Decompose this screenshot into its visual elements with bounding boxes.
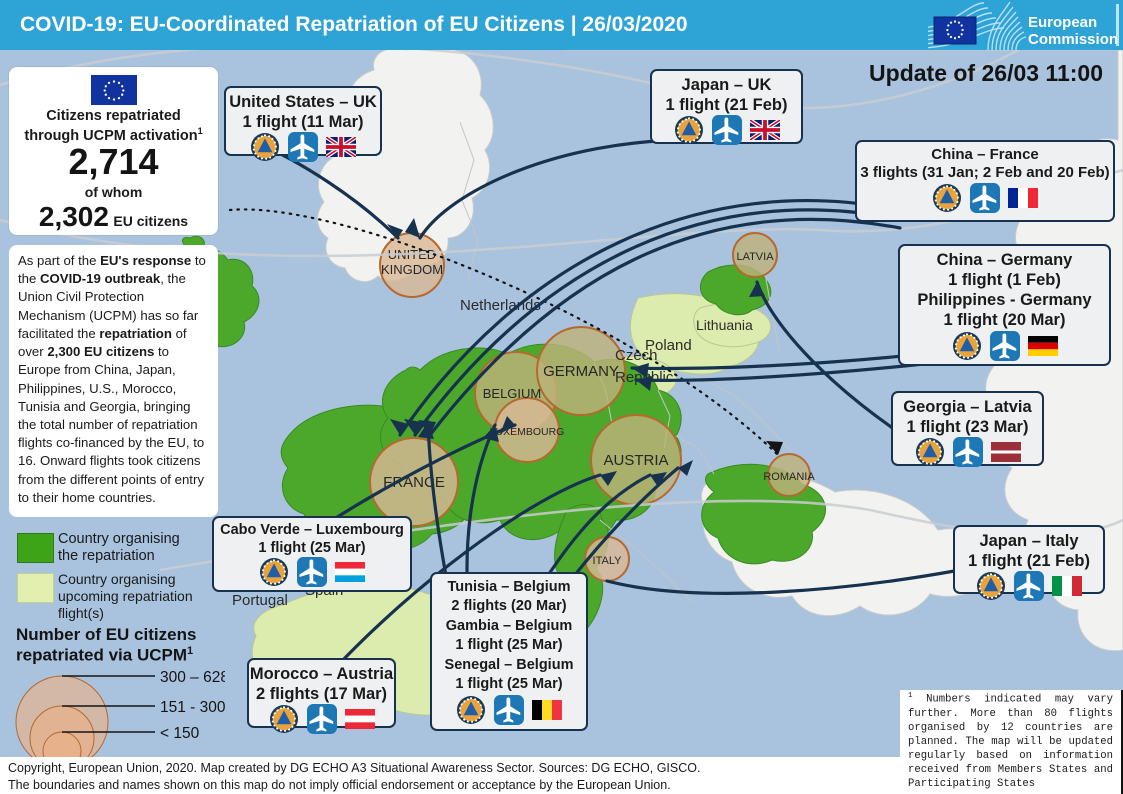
svg-text:< 150: < 150 [160, 725, 200, 742]
svg-text:Portugal: Portugal [232, 592, 288, 609]
svg-text:European: European [1028, 14, 1097, 31]
svg-text:GERMANY: GERMANY [543, 363, 619, 380]
svg-text:Lithuania: Lithuania [696, 317, 753, 333]
svg-text:LATVIA: LATVIA [736, 251, 774, 263]
svg-text:ITALY: ITALY [593, 555, 623, 567]
svg-text:KINGDOM: KINGDOM [381, 262, 443, 277]
svg-text:AUSTRIA: AUSTRIA [603, 452, 668, 469]
svg-text:ROMANIA: ROMANIA [763, 471, 815, 483]
svg-text:Czech: Czech [615, 347, 658, 364]
svg-text:Commission: Commission [1028, 31, 1118, 48]
svg-text:300 – 628: 300 – 628 [160, 669, 225, 686]
svg-text:BELGIUM: BELGIUM [483, 386, 542, 401]
svg-text:151 - 300: 151 - 300 [160, 699, 225, 716]
svg-text:FRANCE: FRANCE [383, 474, 445, 491]
